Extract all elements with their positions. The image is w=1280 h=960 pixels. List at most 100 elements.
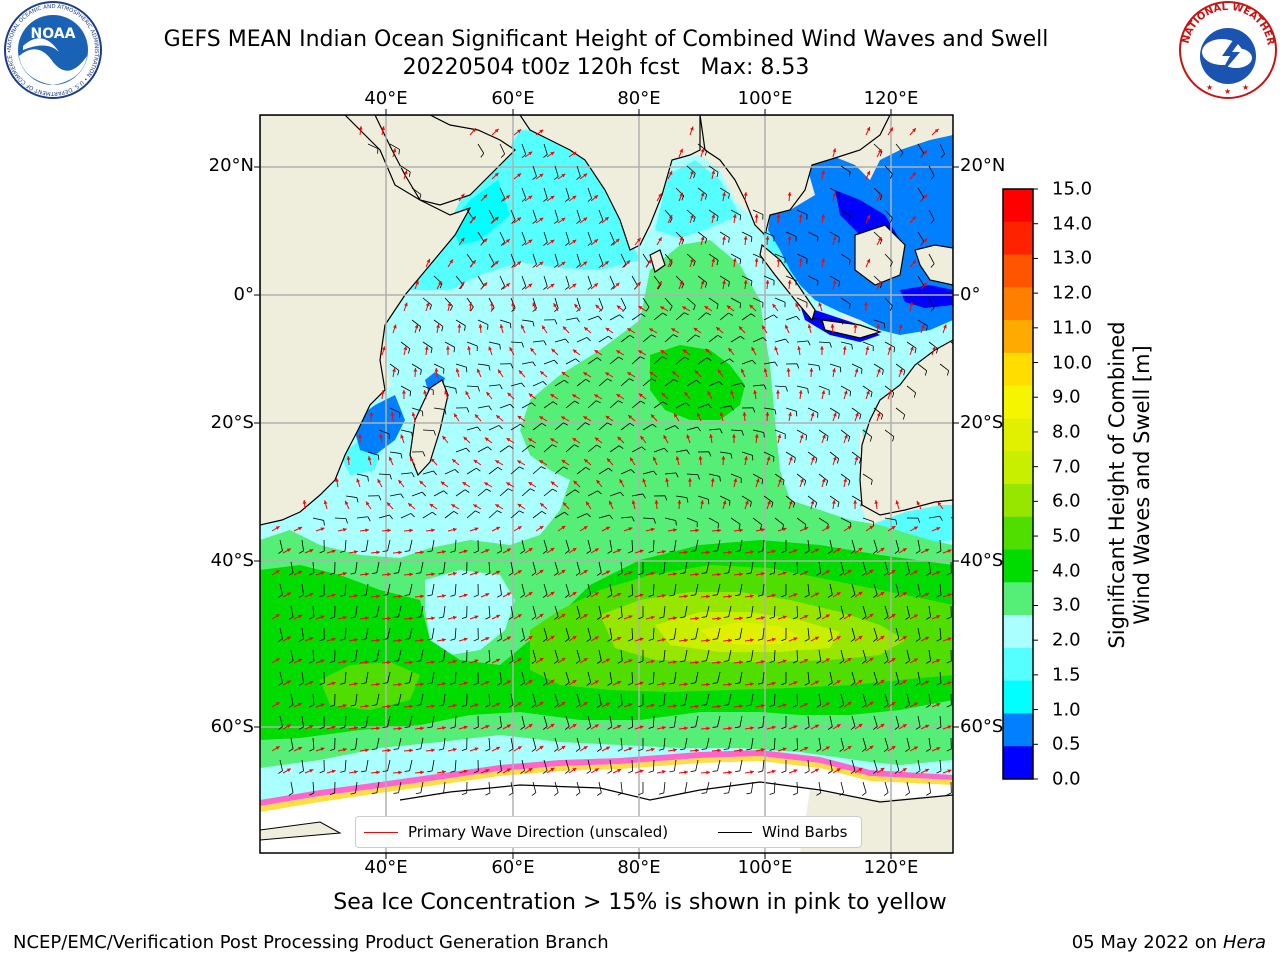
wave-arrow-head <box>474 527 479 531</box>
wind-barb-flag <box>309 792 315 796</box>
wave-arrow-head <box>616 305 621 310</box>
wind-barb <box>739 539 743 551</box>
wave-arrow-head <box>583 261 588 266</box>
wind-barb <box>443 693 446 705</box>
wind-barb-flag <box>693 173 696 179</box>
wind-barb <box>532 253 537 265</box>
wave-arrow-head <box>485 593 490 597</box>
wave-arrow-head <box>494 216 499 221</box>
wave-arrow-head <box>739 704 743 709</box>
wind-barb <box>675 312 685 321</box>
wave-arrow-head <box>286 592 291 597</box>
wind-barb <box>587 315 599 321</box>
wind-barb <box>488 649 491 661</box>
wind-barb-flag <box>763 384 767 390</box>
wind-barb <box>499 759 502 771</box>
wave-arrow-head <box>760 660 765 664</box>
wave-arrow-head <box>787 280 792 284</box>
wind-barb <box>431 539 435 551</box>
wind-barb <box>488 510 498 519</box>
wave-arrow-head <box>376 550 380 555</box>
wind-barb <box>840 385 851 392</box>
wind-barb-flag <box>679 792 686 795</box>
wind-barb <box>884 737 889 749</box>
wave-arrow-head <box>869 745 874 750</box>
wind-barb-flag <box>298 594 304 598</box>
wind-barb <box>598 378 608 387</box>
wind-barb-flag <box>361 682 367 685</box>
wave-arrow-head <box>732 214 737 218</box>
wave-arrow-head <box>711 170 716 175</box>
wave-arrow-head <box>705 348 710 353</box>
wind-barb-flag <box>608 335 613 340</box>
wind-barb-flag <box>946 748 952 752</box>
wind-barb-flag <box>894 638 900 642</box>
wave-arrow-head <box>398 726 402 731</box>
wave-arrow-head <box>483 194 488 199</box>
wind-barb-flag <box>531 792 537 796</box>
wave-arrow-head <box>390 412 395 416</box>
wind-barb-flag <box>658 748 664 751</box>
wave-arrow-head <box>804 702 809 707</box>
wind-barb <box>477 231 485 242</box>
wave-arrow-head <box>760 528 765 532</box>
wind-barb <box>829 715 833 727</box>
wind-barb <box>807 275 819 282</box>
wind-barb <box>279 671 283 683</box>
wind-barb <box>565 317 577 321</box>
wind-barb-flag <box>804 550 810 554</box>
wind-barb <box>521 539 525 551</box>
wind-barb-flag <box>427 726 433 729</box>
wind-barb <box>719 275 730 283</box>
wind-barb <box>576 165 581 177</box>
wind-barb <box>719 187 730 195</box>
wave-arrow-head <box>786 368 791 372</box>
wind-barb <box>365 627 369 639</box>
wave-arrow-head <box>891 614 896 618</box>
wind-barb <box>708 209 719 217</box>
wave-arrow-head <box>876 368 881 373</box>
colorbar-tick-label: 11.0 <box>1052 317 1093 339</box>
wind-barb <box>609 491 621 497</box>
wind-barb-flag <box>371 792 377 795</box>
wind-barb <box>376 693 380 705</box>
wind-barb-flag <box>684 312 689 316</box>
wind-barb-flag <box>781 682 787 686</box>
wind-barb <box>773 737 776 750</box>
wind-barb <box>708 253 719 261</box>
wave-arrow-head <box>847 745 852 750</box>
wave-arrow-head <box>869 569 874 574</box>
wind-barb <box>301 759 304 771</box>
wave-arrow-head <box>902 548 907 552</box>
wind-barb-flag <box>444 409 447 415</box>
wave-arrow-head <box>661 593 666 598</box>
wind-barb <box>785 231 797 237</box>
wave-arrow-head <box>474 414 479 419</box>
wind-barb <box>620 781 623 793</box>
wind-barb-flag <box>719 476 721 482</box>
wind-barb <box>686 334 696 343</box>
wave-arrow-head <box>661 681 666 686</box>
wave-arrow-head <box>572 591 577 596</box>
wave-arrow-head <box>636 237 641 242</box>
wave-arrow-head <box>496 746 501 751</box>
lon-label-bottom: 100°E <box>737 857 793 878</box>
wind-barb-flag <box>697 426 701 432</box>
wind-barb-flag <box>574 489 580 493</box>
wind-barb-flag <box>652 423 657 428</box>
wave-arrow-head <box>442 435 447 440</box>
wind-barb <box>750 781 754 793</box>
wind-barb <box>554 379 565 387</box>
wind-barb <box>455 363 467 368</box>
wave-arrow-head <box>695 528 699 533</box>
wave-arrow-head <box>539 745 544 750</box>
wave-arrow-head <box>825 658 830 662</box>
wind-barb <box>773 693 776 706</box>
wind-barb-flag <box>848 171 851 177</box>
wave-arrow-head <box>442 638 446 642</box>
wave-arrow-head <box>420 594 424 599</box>
wind-barb-flag <box>319 550 325 554</box>
wind-barb-flag <box>564 638 570 642</box>
wave-arrow-head <box>434 368 439 372</box>
wind-barb-flag <box>520 594 525 598</box>
